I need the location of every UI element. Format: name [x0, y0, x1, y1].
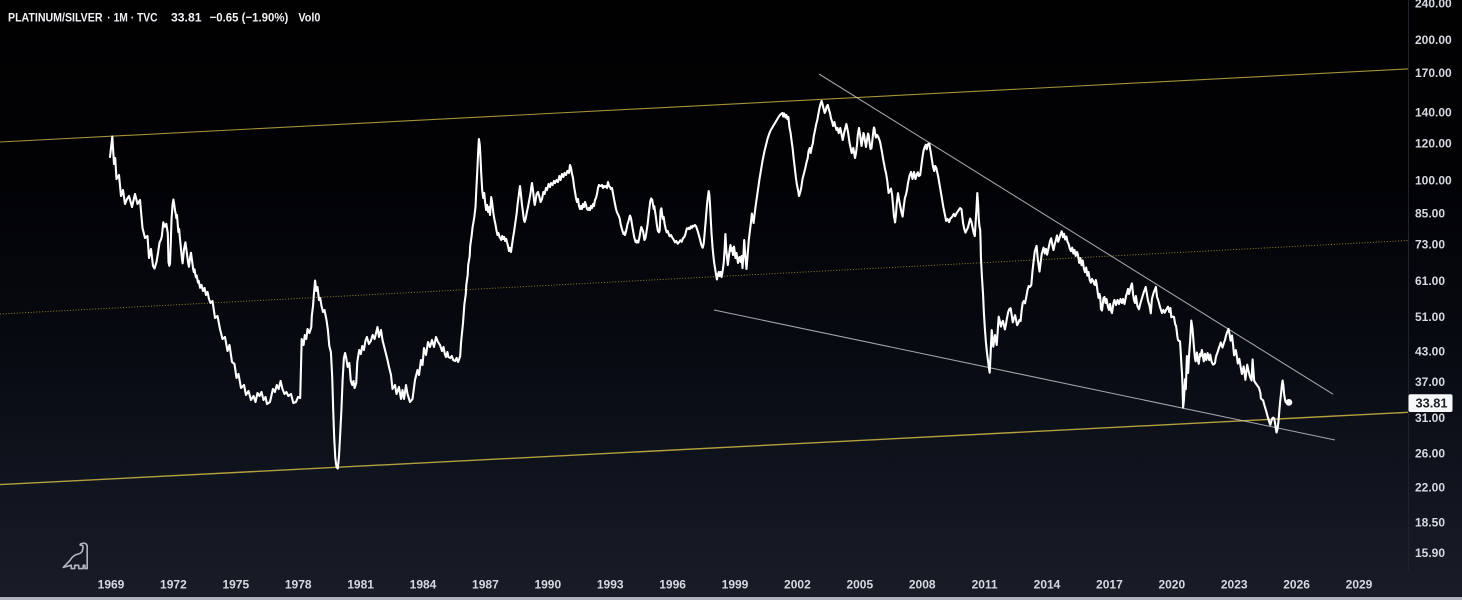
svg-text:2008: 2008 — [909, 578, 936, 592]
svg-text:240.00: 240.00 — [1415, 0, 1452, 10]
svg-text:15.90: 15.90 — [1415, 546, 1445, 560]
svg-text:170.00: 170.00 — [1415, 66, 1452, 80]
svg-text:2005: 2005 — [846, 578, 873, 592]
svg-text:85.00: 85.00 — [1415, 207, 1445, 221]
svg-text:· 1M · TVC: · 1M · TVC — [107, 10, 157, 24]
svg-text:2026: 2026 — [1283, 578, 1310, 592]
svg-text:37.00: 37.00 — [1415, 375, 1445, 389]
svg-text:2014: 2014 — [1034, 578, 1061, 592]
svg-text:2023: 2023 — [1221, 578, 1248, 592]
svg-text:2020: 2020 — [1158, 578, 1185, 592]
svg-text:1990: 1990 — [534, 578, 561, 592]
svg-text:1987: 1987 — [472, 578, 499, 592]
svg-text:2017: 2017 — [1096, 578, 1123, 592]
svg-text:140.00: 140.00 — [1415, 106, 1452, 120]
svg-text:51.00: 51.00 — [1415, 310, 1445, 324]
svg-text:22.00: 22.00 — [1415, 480, 1445, 494]
svg-text:200.00: 200.00 — [1415, 33, 1452, 47]
svg-text:1981: 1981 — [347, 578, 374, 592]
svg-text:18.50: 18.50 — [1415, 516, 1445, 530]
svg-text:43.00: 43.00 — [1415, 345, 1445, 359]
svg-text:1969: 1969 — [98, 578, 125, 592]
svg-text:100.00: 100.00 — [1415, 174, 1452, 188]
svg-text:2011: 2011 — [972, 578, 998, 592]
svg-text:120.00: 120.00 — [1415, 137, 1452, 151]
svg-text:1984: 1984 — [410, 578, 437, 592]
svg-text:2002: 2002 — [784, 578, 811, 592]
svg-text:1999: 1999 — [722, 578, 749, 592]
svg-text:31.00: 31.00 — [1415, 411, 1445, 425]
svg-text:1978: 1978 — [285, 578, 312, 592]
svg-text:Vol0: Vol0 — [298, 10, 320, 24]
svg-text:2029: 2029 — [1346, 578, 1373, 592]
svg-text:73.00: 73.00 — [1415, 237, 1445, 251]
svg-text:PLATINUM/SILVER: PLATINUM/SILVER — [8, 10, 103, 24]
svg-text:33.81: 33.81 — [171, 10, 202, 24]
svg-text:1996: 1996 — [659, 578, 686, 592]
svg-text:1972: 1972 — [160, 578, 187, 592]
svg-text:1993: 1993 — [597, 578, 624, 592]
svg-text:33.81: 33.81 — [1416, 395, 1448, 410]
svg-text:−0.65 (−1.90%): −0.65 (−1.90%) — [210, 10, 289, 24]
svg-text:26.00: 26.00 — [1415, 447, 1445, 461]
svg-text:1975: 1975 — [222, 578, 249, 592]
svg-text:61.00: 61.00 — [1415, 274, 1445, 288]
